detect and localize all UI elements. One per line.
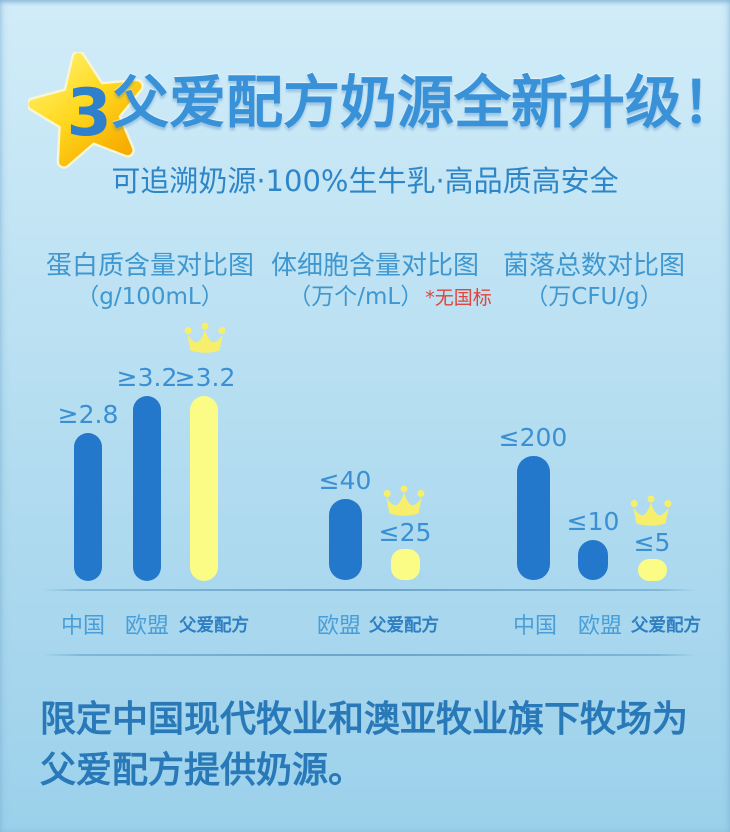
category-label-china: 中国: [512, 614, 558, 639]
category-label-eu: 欧盟: [124, 614, 170, 639]
star-icon: 3: [26, 50, 144, 169]
bar-bacteria-china: [517, 456, 550, 580]
crown-icon: [383, 485, 425, 516]
bar-protein-fuai: [190, 396, 218, 581]
bar-somatic-eu: [329, 499, 362, 580]
footer-statement: 限定中国现代牧业和澳亚牧业旗下牧场为 父爱配方提供奶源。: [40, 694, 700, 796]
bar-value-bacteria-eu: ≤10: [566, 507, 620, 536]
bar-somatic-fuai: [391, 549, 420, 580]
crown-icon: [630, 495, 672, 526]
separator-line-bottom: [42, 654, 697, 656]
bar-bacteria-eu: [578, 540, 608, 580]
category-label-china: 中国: [60, 614, 106, 639]
protein-chart-title: 蛋白质含量对比图: [45, 251, 255, 281]
bar-bacteria-fuai: [638, 559, 667, 581]
somatic-chart-unit: （万个/mL） *无国标: [288, 284, 492, 310]
category-label-fuai: 父爱配方: [179, 616, 249, 636]
category-label-eu: 欧盟: [316, 614, 362, 639]
footer-line-1: 限定中国现代牧业和澳亚牧业旗下牧场为: [40, 699, 689, 740]
bar-value-protein-fuai: ≥3.2: [174, 363, 236, 392]
category-label-fuai: 父爱配方: [369, 616, 439, 636]
bar-value-bacteria-china: ≤200: [498, 423, 568, 452]
star-badge: 3: [26, 50, 148, 172]
bar-value-bacteria-fuai: ≤5: [633, 528, 671, 557]
category-label-fuai: 父爱配方: [631, 616, 701, 636]
crown-icon: [184, 322, 226, 353]
badge-number: 3: [67, 76, 112, 151]
page-subtitle: 可追溯奶源·100%生牛乳·高品质高安全: [111, 164, 619, 198]
bar-value-somatic-eu: ≤40: [318, 466, 372, 495]
bacteria-chart-unit: （万CFU/g）: [525, 284, 663, 310]
bar-protein-eu: [133, 396, 161, 581]
no-national-standard-note: *无国标: [425, 287, 492, 309]
category-label-eu: 欧盟: [577, 614, 623, 639]
page-title: 父爱配方奶源全新升级！: [112, 70, 730, 136]
bar-protein-china: [74, 433, 102, 581]
separator-line-top: [42, 589, 697, 591]
bacteria-chart-title: 菌落总数对比图: [502, 251, 686, 281]
bar-value-somatic-fuai: ≤25: [378, 518, 432, 547]
protein-chart-unit: （g/100mL）: [76, 284, 224, 310]
bar-value-protein-eu: ≥3.2: [116, 363, 178, 392]
somatic-chart-title: 体细胞含量对比图: [270, 251, 480, 281]
bar-value-protein-china: ≥2.8: [57, 400, 119, 429]
footer-line-2: 父爱配方提供奶源。: [40, 750, 365, 792]
